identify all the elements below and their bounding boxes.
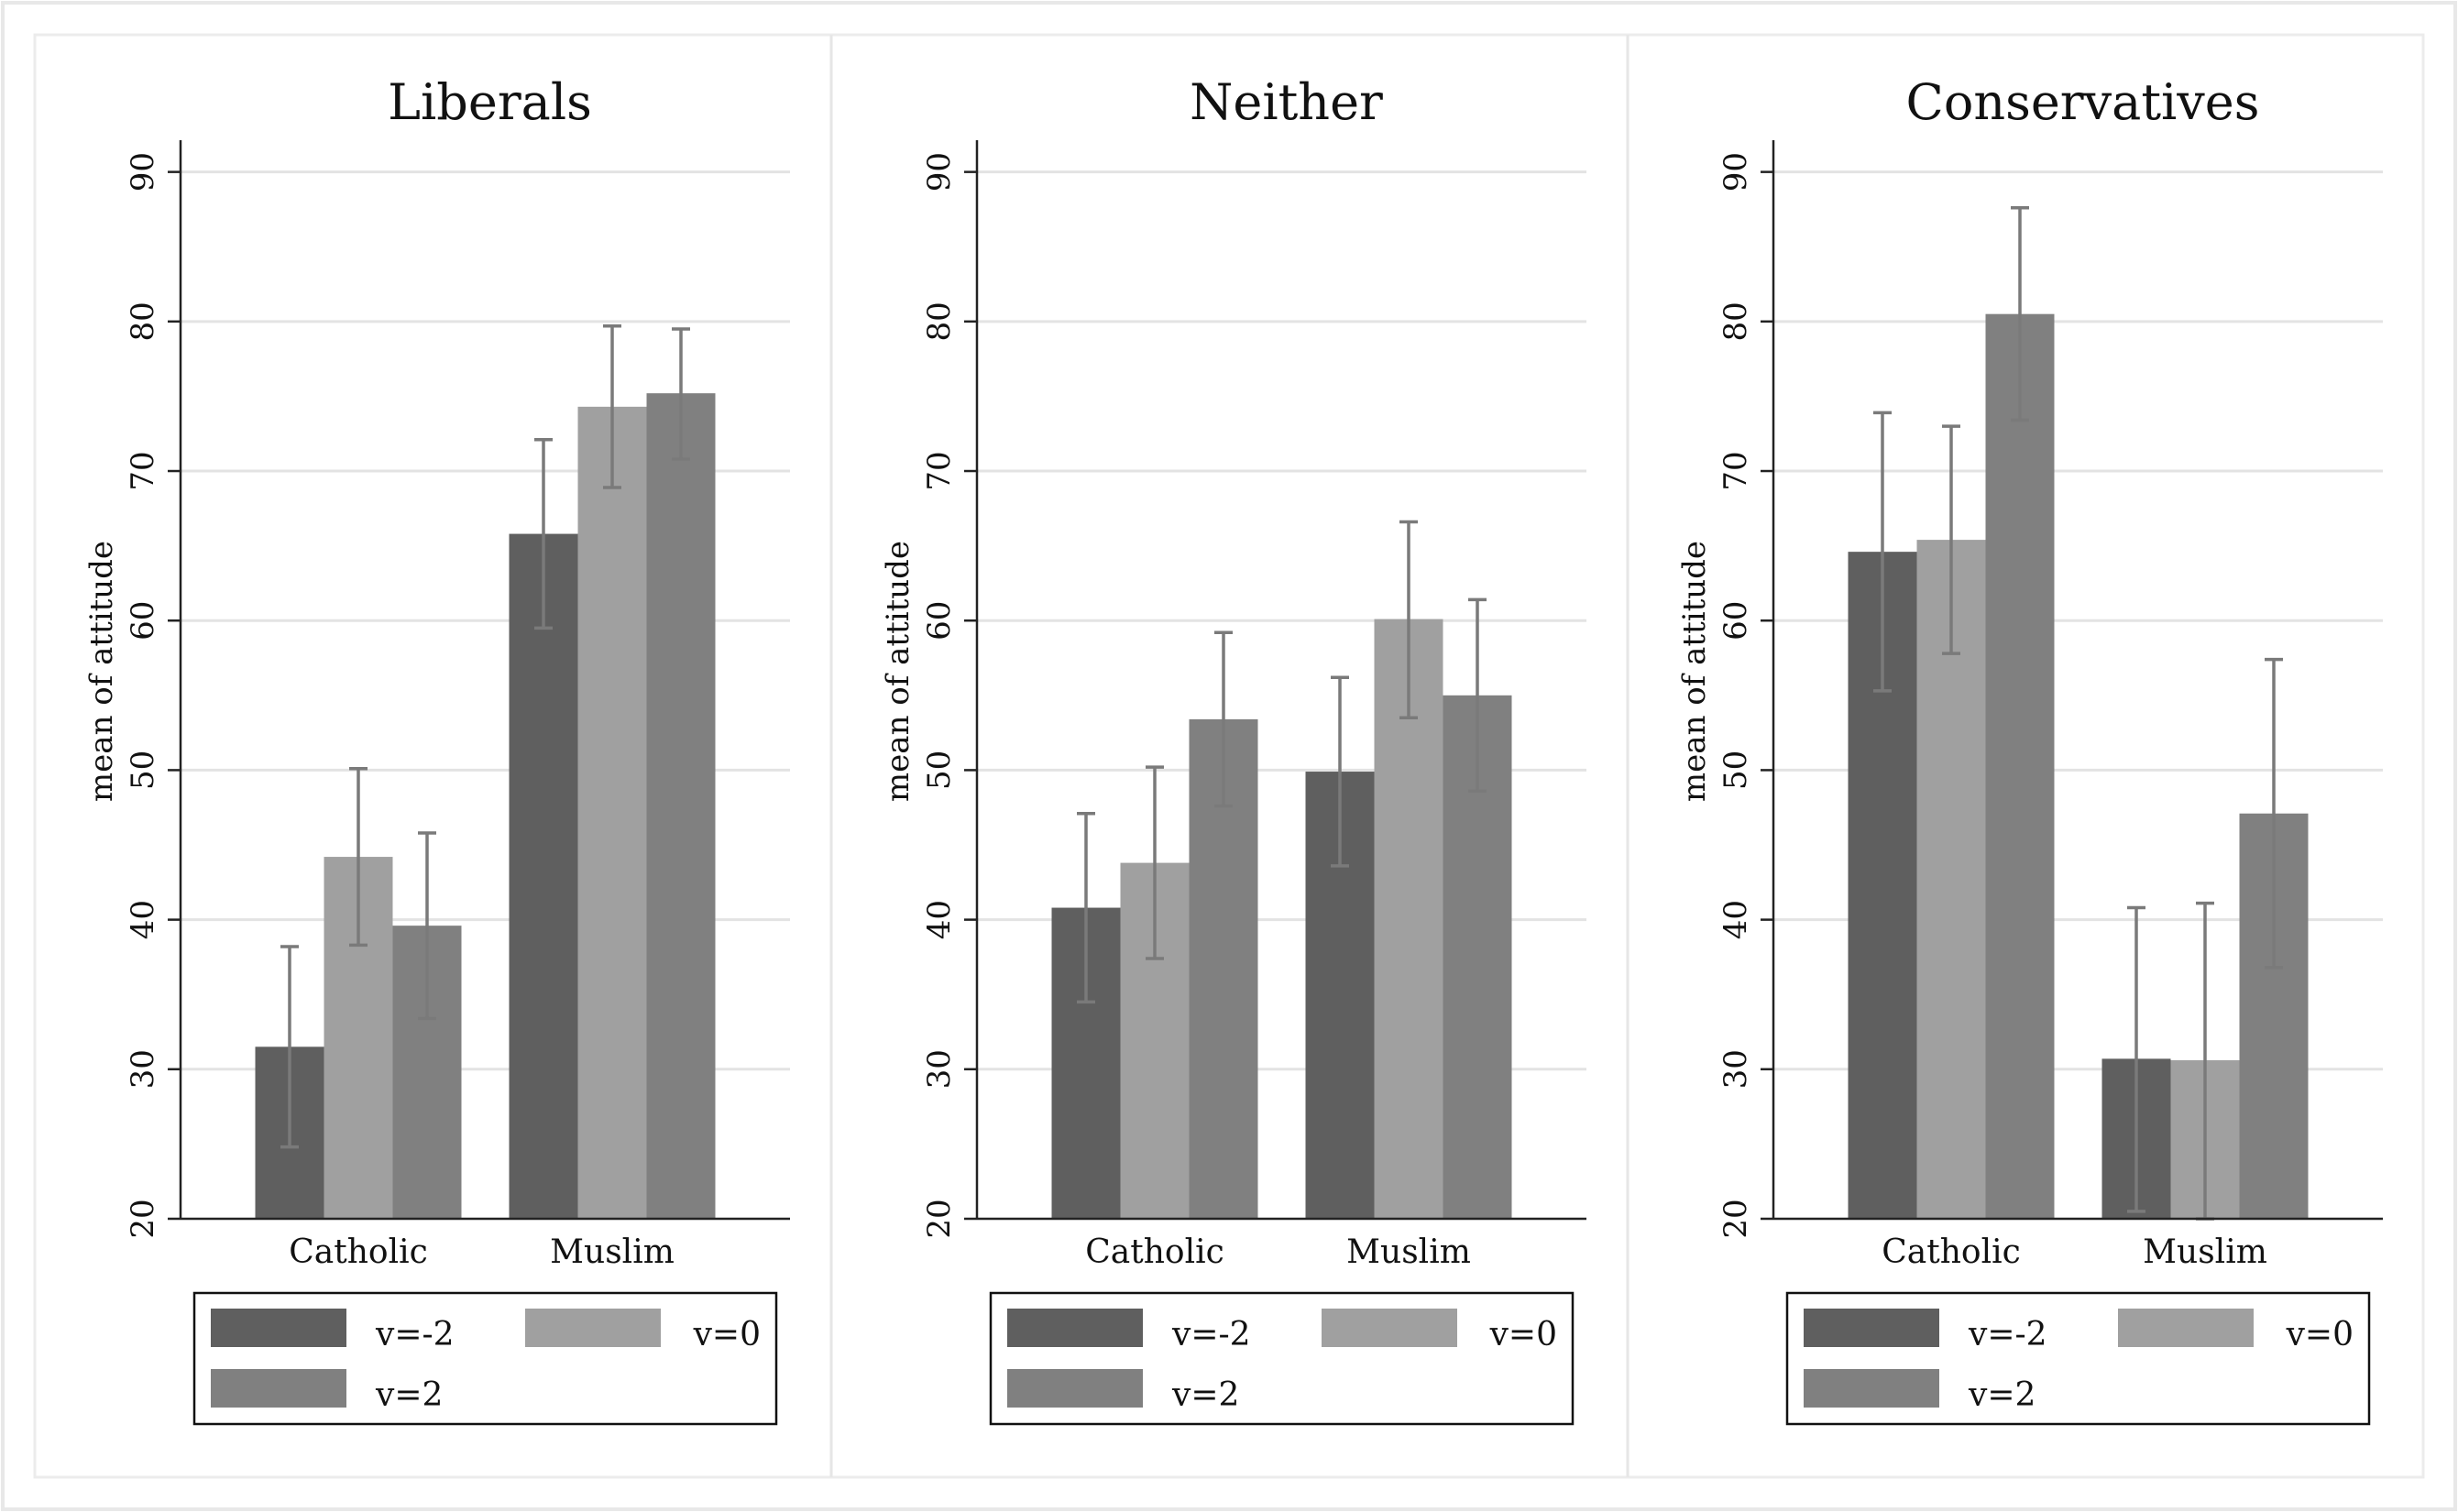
y-tick-label: 30 — [921, 1049, 958, 1089]
bar — [577, 406, 647, 1220]
legend-label: v=-2 — [1171, 1316, 1251, 1353]
legend-label: v=0 — [1489, 1316, 1557, 1353]
y-tick-label: 90 — [125, 152, 161, 192]
bar — [646, 393, 716, 1220]
legend-label: v=2 — [1968, 1376, 2036, 1414]
y-tick-label: 70 — [1717, 451, 1754, 490]
y-axis-title: mean of attitude — [83, 541, 120, 802]
bar — [509, 533, 578, 1219]
y-tick-label: 30 — [1717, 1049, 1754, 1089]
y-tick-label: 50 — [1717, 751, 1754, 790]
legend-swatch — [1804, 1309, 1939, 1347]
y-tick-label: 60 — [1717, 601, 1754, 641]
y-tick-label: 70 — [921, 451, 958, 490]
legend-label: v=0 — [693, 1316, 761, 1353]
chart-panel: Liberals 20 30 40 50 60 70 80 90 mean of attitude… — [83, 73, 790, 1426]
category-label: Catholic — [289, 1233, 428, 1271]
y-tick-label: 60 — [921, 601, 958, 641]
category-label: Muslim — [2143, 1233, 2267, 1271]
chart-panel: Neither 20 30 40 50 60 70 80 90 mean of attitude C… — [880, 73, 1586, 1426]
legend-swatch — [1804, 1369, 1939, 1408]
y-tick-label: 60 — [125, 601, 161, 641]
legend-swatch — [1322, 1309, 1457, 1347]
y-tick-label: 30 — [125, 1049, 161, 1089]
category-label: Muslim — [550, 1233, 675, 1271]
y-tick-label: 50 — [921, 751, 958, 790]
legend-label: v=-2 — [1968, 1316, 2047, 1353]
category-label: Muslim — [1346, 1233, 1471, 1271]
y-tick-label: 20 — [125, 1199, 161, 1238]
y-tick-label: 80 — [921, 301, 958, 341]
y-axis-title: mean of attitude — [880, 541, 916, 802]
legend-label: v=0 — [2286, 1316, 2354, 1353]
y-tick-label: 70 — [125, 451, 161, 490]
y-tick-label: 90 — [1717, 152, 1754, 192]
y-tick-label: 50 — [125, 751, 161, 790]
y-axis-title: mean of attitude — [1676, 541, 1713, 802]
legend-swatch — [1007, 1309, 1143, 1347]
legend-swatch — [1007, 1369, 1143, 1408]
panel-title: Conservatives — [1906, 73, 2260, 131]
legend-swatch — [525, 1309, 661, 1347]
y-tick-label: 80 — [1717, 301, 1754, 341]
legend-swatch — [2118, 1309, 2254, 1347]
panel-title: Liberals — [388, 73, 592, 131]
category-label: Catholic — [1882, 1233, 2021, 1271]
panel-title: Neither — [1190, 73, 1383, 131]
legend-swatch — [211, 1369, 346, 1408]
panels-container: Liberals 20 30 40 50 60 70 80 90 mean of attitude… — [83, 73, 2383, 1426]
category-label: Catholic — [1085, 1233, 1224, 1271]
chart-panel: Conservatives 20 30 40 50 60 70 80 90 mean of att… — [1676, 73, 2383, 1426]
y-tick-label: 80 — [125, 301, 161, 341]
legend-label: v=2 — [375, 1376, 443, 1414]
y-tick-label: 20 — [921, 1199, 958, 1238]
legend-label: v=-2 — [375, 1316, 455, 1353]
legend-label: v=2 — [1171, 1376, 1239, 1414]
y-tick-label: 40 — [125, 900, 161, 939]
legend-swatch — [211, 1309, 346, 1347]
y-tick-label: 90 — [921, 152, 958, 192]
y-tick-label: 40 — [921, 900, 958, 939]
y-tick-label: 20 — [1717, 1199, 1754, 1238]
bar — [1985, 313, 2055, 1220]
figure-inner-border — [33, 33, 2425, 1479]
y-tick-label: 40 — [1717, 900, 1754, 939]
